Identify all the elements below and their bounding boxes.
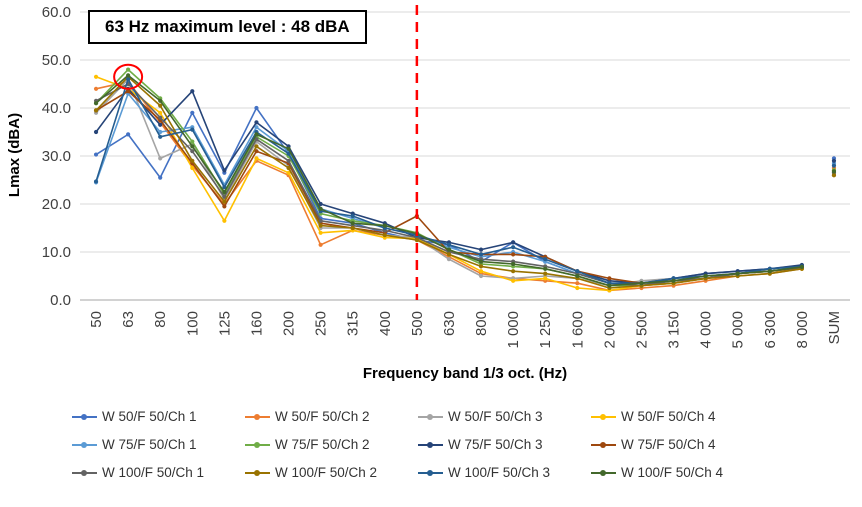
svg-text:160: 160 xyxy=(248,311,265,336)
svg-text:60.0: 60.0 xyxy=(42,4,71,21)
svg-text:4 000: 4 000 xyxy=(698,311,715,349)
legend-line-marker-icon xyxy=(418,468,443,478)
legend-label: W 75/F 50/Ch 4 xyxy=(621,437,716,452)
legend-item-w-75-f-50-ch-1: W 75/F 50/Ch 1 xyxy=(72,437,245,452)
legend-item-w-100-f-50-ch-4: W 100/F 50/Ch 4 xyxy=(591,465,764,480)
svg-text:630: 630 xyxy=(441,311,458,336)
svg-text:10.0: 10.0 xyxy=(42,244,71,261)
legend-label: W 100/F 50/Ch 1 xyxy=(102,465,205,480)
y-axis-tick-labels: 0.0 10.0 20.0 30.0 40.0 50.0 60.0 xyxy=(42,4,71,309)
legend-item-w-100-f-50-ch-1: W 100/F 50/Ch 1 xyxy=(72,465,245,480)
legend-line-marker-icon xyxy=(591,412,616,422)
legend-item-w-50-f-50-ch-2: W 50/F 50/Ch 2 xyxy=(245,409,418,424)
x-axis-tick-labels: 50 63 80 100 125 160 200 250 315 400 500 630 800 1 00… xyxy=(88,311,843,349)
legend-item-w-75-f-50-ch-4: W 75/F 50/Ch 4 xyxy=(591,437,764,452)
legend-line-marker-icon xyxy=(418,440,443,450)
legend-line-marker-icon xyxy=(72,440,97,450)
svg-text:40.0: 40.0 xyxy=(42,100,71,117)
legend-label: W 50/F 50/Ch 4 xyxy=(621,409,716,424)
max-level-annotation: 63 Hz maximum level : 48 dBA xyxy=(88,10,367,44)
chart-plot: 0.0 10.0 20.0 30.0 40.0 50.0 60.0 50 63 80 100 125 1… xyxy=(42,4,850,349)
legend-line-marker-icon xyxy=(72,412,97,422)
svg-text:3 150: 3 150 xyxy=(666,311,683,349)
x-axis-title: Frequency band 1/3 oct. (Hz) xyxy=(362,365,568,382)
y-axis-title: Lmax (dBA) xyxy=(6,112,23,198)
svg-text:20.0: 20.0 xyxy=(42,196,71,213)
max-highlight-circle xyxy=(113,63,144,90)
svg-text:50.0: 50.0 xyxy=(42,52,71,69)
series-lines xyxy=(93,67,837,293)
svg-text:400: 400 xyxy=(377,311,394,336)
series-w-100-f-50-ch-4 xyxy=(93,73,837,288)
legend-label: W 75/F 50/Ch 1 xyxy=(102,437,197,452)
legend-line-marker-icon xyxy=(72,468,97,478)
svg-text:SUM: SUM xyxy=(826,311,843,344)
svg-text:63: 63 xyxy=(120,311,137,328)
svg-text:6 300: 6 300 xyxy=(762,311,779,349)
svg-text:2 500: 2 500 xyxy=(633,311,650,349)
svg-text:5 000: 5 000 xyxy=(730,311,747,349)
svg-text:8 000: 8 000 xyxy=(794,311,811,349)
svg-text:315: 315 xyxy=(345,311,362,336)
svg-text:200: 200 xyxy=(281,311,298,336)
svg-text:0.0: 0.0 xyxy=(50,292,71,309)
legend-line-marker-icon xyxy=(418,412,443,422)
svg-text:30.0: 30.0 xyxy=(42,148,71,165)
svg-text:50: 50 xyxy=(88,311,105,328)
svg-text:250: 250 xyxy=(313,311,330,336)
svg-text:125: 125 xyxy=(216,311,233,336)
legend-item-w-75-f-50-ch-3: W 75/F 50/Ch 3 xyxy=(418,437,591,452)
legend-item-w-50-f-50-ch-3: W 50/F 50/Ch 3 xyxy=(418,409,591,424)
legend-line-marker-icon xyxy=(591,468,616,478)
svg-text:1 600: 1 600 xyxy=(569,311,586,349)
legend-line-marker-icon xyxy=(245,440,270,450)
legend-item-w-100-f-50-ch-2: W 100/F 50/Ch 2 xyxy=(245,465,418,480)
legend-label: W 50/F 50/Ch 2 xyxy=(275,409,370,424)
legend-line-marker-icon xyxy=(591,440,616,450)
legend-label: W 100/F 50/Ch 3 xyxy=(448,465,551,480)
legend-label: W 100/F 50/Ch 4 xyxy=(621,465,724,480)
svg-text:800: 800 xyxy=(473,311,490,336)
svg-text:100: 100 xyxy=(184,311,201,336)
series-w-100-f-50-ch-2 xyxy=(93,74,837,291)
legend-label: W 75/F 50/Ch 3 xyxy=(448,437,543,452)
legend-label: W 100/F 50/Ch 2 xyxy=(275,465,378,480)
svg-text:2 000: 2 000 xyxy=(601,311,618,349)
legend-item-w-100-f-50-ch-3: W 100/F 50/Ch 3 xyxy=(418,465,591,480)
svg-text:1 000: 1 000 xyxy=(505,311,522,349)
legend-label: W 50/F 50/Ch 1 xyxy=(102,409,197,424)
chart: 0.0 10.0 20.0 30.0 40.0 50.0 60.0 50 63 80 100 125 1… xyxy=(6,4,850,382)
legend-item-w-50-f-50-ch-4: W 50/F 50/Ch 4 xyxy=(591,409,764,424)
legend-label: W 75/F 50/Ch 2 xyxy=(275,437,370,452)
legend-item-w-75-f-50-ch-2: W 75/F 50/Ch 2 xyxy=(245,437,418,452)
legend-item-w-50-f-50-ch-1: W 50/F 50/Ch 1 xyxy=(72,409,245,424)
svg-text:80: 80 xyxy=(152,311,169,328)
svg-text:1 250: 1 250 xyxy=(537,311,554,349)
chart-legend: W 50/F 50/Ch 1 W 50/F 50/Ch 2 W 50/F 50/Ch… xyxy=(72,409,764,480)
legend-line-marker-icon xyxy=(245,412,270,422)
legend-line-marker-icon xyxy=(245,468,270,478)
legend-label: W 50/F 50/Ch 3 xyxy=(448,409,543,424)
svg-text:500: 500 xyxy=(409,311,426,336)
